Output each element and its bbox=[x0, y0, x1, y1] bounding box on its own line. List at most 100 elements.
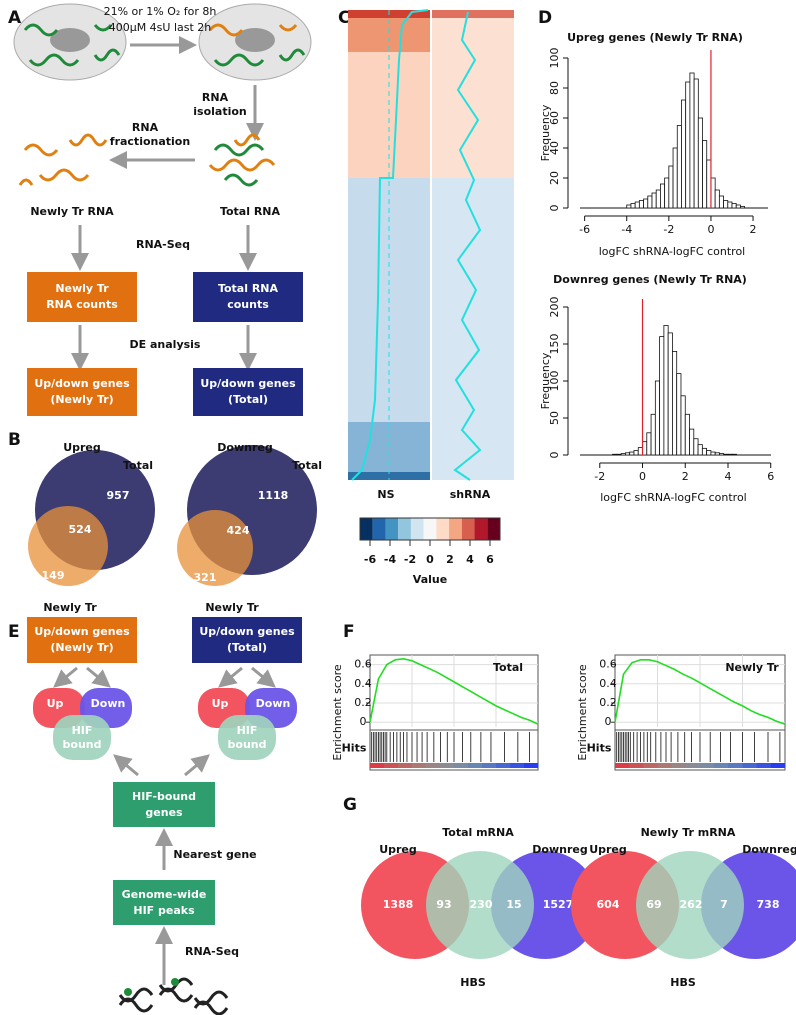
x-tick-label: 2 bbox=[682, 470, 689, 483]
bar bbox=[697, 444, 703, 456]
bar bbox=[647, 195, 653, 209]
bar bbox=[680, 395, 686, 456]
legend-title: Value bbox=[413, 573, 447, 586]
shape-label: bound bbox=[63, 738, 102, 751]
heatmap bbox=[348, 9, 514, 481]
shape-label: Up bbox=[47, 697, 64, 710]
venn-title: Upreg bbox=[63, 441, 101, 454]
hif-shape bbox=[218, 715, 276, 760]
bar bbox=[634, 201, 640, 209]
column-label: NS bbox=[377, 488, 394, 501]
venn-group: Upreg Total Newly Tr 957 524 149 Downreg Total N… bbox=[28, 441, 322, 614]
y-tick-label: 0 bbox=[548, 205, 561, 212]
panel-label: E bbox=[8, 622, 20, 642]
y-axis-label: Enrichment score bbox=[331, 664, 344, 761]
bar bbox=[663, 325, 669, 456]
x-tick-label: -4 bbox=[621, 223, 632, 236]
bar bbox=[676, 373, 682, 456]
box bbox=[193, 272, 303, 322]
box bbox=[193, 368, 303, 416]
enrichment-line bbox=[369, 658, 539, 725]
bar bbox=[620, 453, 626, 456]
bar bbox=[672, 350, 678, 456]
condition: 400μM 4sU last 2h bbox=[109, 21, 212, 34]
y-tick-label: 20 bbox=[548, 171, 561, 185]
box-text: (Newly Tr) bbox=[50, 393, 113, 406]
venn-set-label: HBS bbox=[460, 976, 486, 989]
y-tick-label: 50 bbox=[548, 411, 561, 425]
rank-gradient bbox=[714, 763, 729, 768]
x-tick-label: 0 bbox=[639, 470, 646, 483]
x-axis-label: logFC shRNA-logFC control bbox=[600, 491, 747, 504]
shape-label: HIF bbox=[237, 724, 258, 737]
box-text: counts bbox=[227, 298, 269, 311]
bar bbox=[702, 140, 708, 209]
sample-label: Newly Tr RNA bbox=[30, 205, 114, 218]
venn-set-label: Total bbox=[123, 459, 153, 472]
cell bbox=[198, 3, 312, 81]
colorbar-tick-label: 0 bbox=[426, 553, 434, 566]
bar bbox=[616, 453, 622, 456]
y-tick-label: 60 bbox=[548, 111, 561, 125]
arrow bbox=[218, 666, 243, 688]
venn-count: 93 bbox=[436, 898, 451, 911]
bar bbox=[642, 441, 648, 456]
bar bbox=[735, 204, 741, 209]
rank-gradient bbox=[700, 763, 715, 768]
rna-mix bbox=[208, 133, 276, 187]
bar bbox=[646, 432, 652, 456]
box-text: (Newly Tr) bbox=[50, 641, 113, 654]
bar bbox=[650, 413, 656, 456]
panel-label: F bbox=[343, 622, 355, 642]
venn-circle bbox=[177, 510, 253, 586]
bar bbox=[660, 183, 666, 209]
box-text: genes bbox=[145, 806, 183, 819]
y-axis-label: Enrichment score bbox=[576, 664, 589, 761]
bar bbox=[685, 81, 691, 209]
rank-gradient bbox=[496, 763, 511, 768]
bar bbox=[676, 125, 682, 209]
venn-count: 1527 bbox=[543, 898, 574, 911]
venn-set-label: Upreg bbox=[589, 843, 627, 856]
y-tick-label: 100 bbox=[548, 371, 561, 392]
venn-count: 738 bbox=[757, 898, 780, 911]
panel-label: B bbox=[8, 430, 21, 450]
bar bbox=[706, 159, 712, 209]
y-tick-label: 40 bbox=[548, 141, 561, 155]
venn-set-label: Total bbox=[292, 459, 322, 472]
box bbox=[113, 782, 215, 827]
venn-count: 230 bbox=[470, 898, 493, 911]
column-label: shRNA bbox=[450, 488, 491, 501]
arrow bbox=[113, 754, 139, 777]
bar bbox=[718, 195, 724, 209]
bar bbox=[655, 189, 661, 209]
bar bbox=[706, 450, 712, 456]
bar bbox=[672, 147, 678, 209]
step-label: RNA bbox=[132, 121, 159, 134]
y-tick-label: 0.2 bbox=[599, 696, 617, 709]
colorbar-tick-label: 2 bbox=[446, 553, 454, 566]
rank-gradient bbox=[398, 763, 413, 768]
x-axis-label: logFC shRNA-logFC control bbox=[599, 245, 746, 258]
x-tick-label: 4 bbox=[724, 470, 731, 483]
box-text: Genome-wide bbox=[122, 888, 207, 901]
bar bbox=[664, 177, 670, 209]
colorbar-tick-label: -6 bbox=[364, 553, 377, 566]
rank-gradient bbox=[629, 763, 644, 768]
venn-count: 1118 bbox=[258, 489, 289, 502]
bar bbox=[710, 177, 716, 209]
bar bbox=[681, 99, 687, 209]
box bbox=[192, 617, 302, 663]
panel-label: G bbox=[343, 795, 357, 815]
step-label: RNA-Seq bbox=[136, 238, 190, 251]
cell bbox=[13, 3, 127, 81]
rank-gradient bbox=[671, 763, 687, 768]
bar bbox=[697, 117, 703, 209]
rank-gradient bbox=[524, 763, 539, 768]
box-text: (Total) bbox=[228, 393, 268, 406]
new-rna bbox=[18, 133, 108, 186]
venn-circle bbox=[28, 506, 108, 586]
bar bbox=[638, 200, 644, 209]
bar bbox=[701, 447, 708, 456]
